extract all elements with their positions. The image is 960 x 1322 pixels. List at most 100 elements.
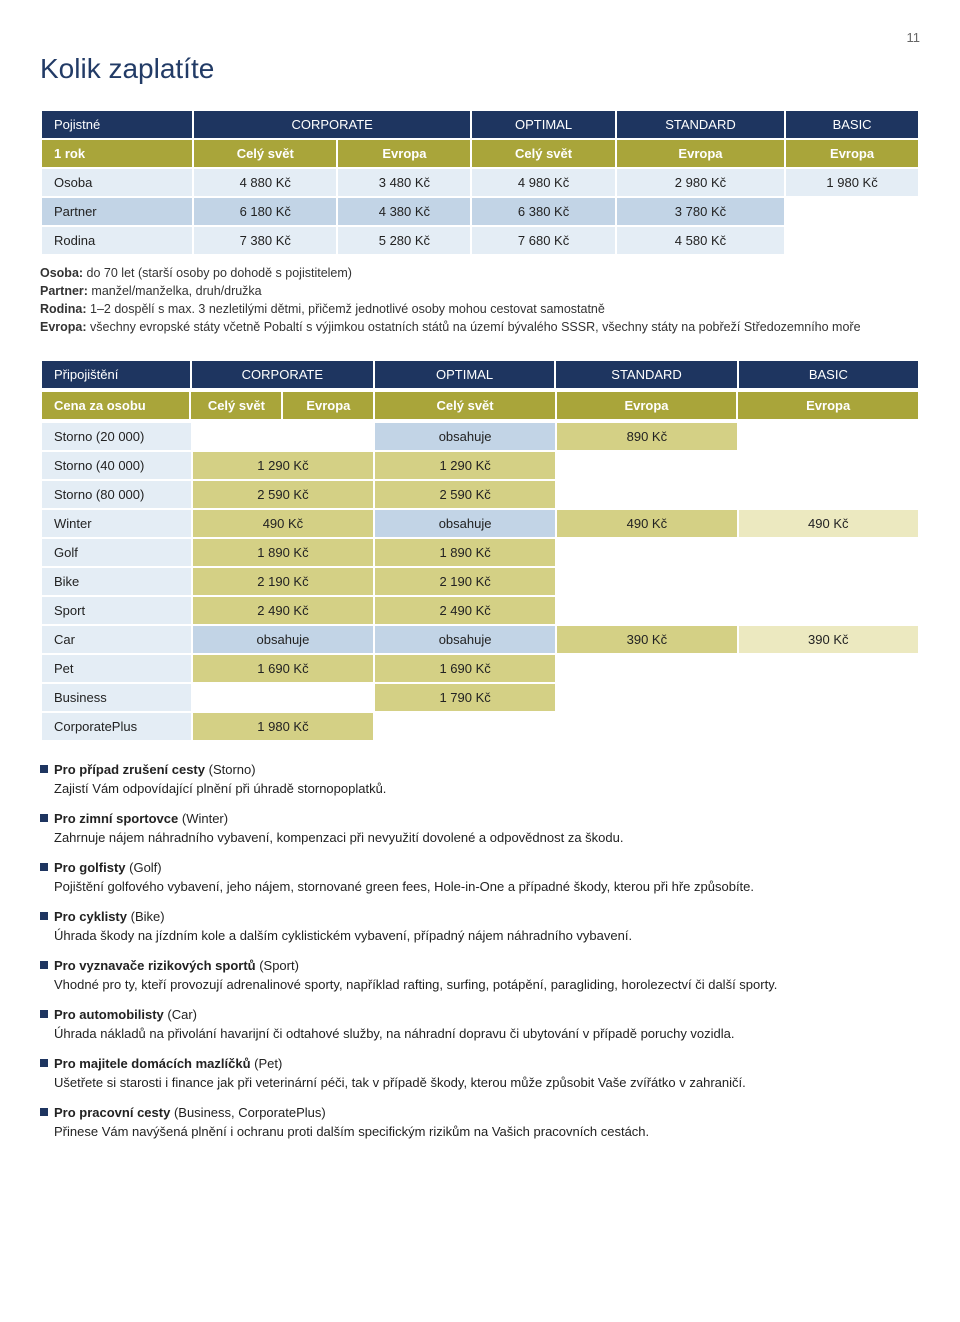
t2-cell xyxy=(557,684,736,711)
t2-cell xyxy=(193,684,373,711)
t2-cell: obsahuje xyxy=(375,510,555,537)
bullet-item: Pro automobilisty (Car)Úhrada nákladů na… xyxy=(40,1005,920,1044)
t1-h1-3: STANDARD xyxy=(617,111,784,138)
t2-cell xyxy=(739,597,918,624)
t2-cell xyxy=(557,597,736,624)
t2-cell: 2 190 Kč xyxy=(193,568,373,595)
bullet-title: Pro vyznavače rizikových sportů xyxy=(54,958,259,973)
bullet-item: Pro případ zrušení cesty (Storno)Zajistí… xyxy=(40,760,920,799)
t2-cell xyxy=(193,423,373,450)
t2-cell: 1 890 Kč xyxy=(193,539,373,566)
t2-cell: obsahuje xyxy=(375,626,555,653)
bullet-desc: Zajistí Vám odpovídající plnění při úhra… xyxy=(54,779,920,799)
t2-cell xyxy=(375,713,555,740)
pricing-table-2: Připojištění CORPORATE OPTIMAL STANDARD … xyxy=(40,359,920,390)
bullet-desc: Úhrada nákladů na přivolání havarijní či… xyxy=(54,1024,920,1044)
t2-h2-4: Evropa xyxy=(557,392,737,419)
t2-cell xyxy=(557,481,736,508)
t2-cell xyxy=(557,655,736,682)
note-1-b: Partner: xyxy=(40,284,88,298)
t2-row-label: Pet xyxy=(42,655,191,682)
t2-cell: 1 890 Kč xyxy=(375,539,555,566)
t2-row-label: Business xyxy=(42,684,191,711)
note-2-t: 1–2 dospělí s max. 3 nezletilými dětmi, … xyxy=(87,302,605,316)
t2-row-label: Winter xyxy=(42,510,191,537)
bullet-desc: Úhrada škody na jízdním kole a dalším cy… xyxy=(54,926,920,946)
notes-block: Osoba: do 70 let (starší osoby po dohodě… xyxy=(40,264,920,337)
t2-h2-0: Cena za osobu xyxy=(42,392,189,419)
t2-cell xyxy=(739,423,918,450)
t2-row-label: Golf xyxy=(42,539,191,566)
bullet-list: Pro případ zrušení cesty (Storno)Zajistí… xyxy=(40,760,920,1142)
t1-h1-2: OPTIMAL xyxy=(472,111,614,138)
t2-cell xyxy=(739,713,918,740)
t2-cell: 1 690 Kč xyxy=(375,655,555,682)
bullet-item: Pro golfisty (Golf)Pojištění golfového v… xyxy=(40,858,920,897)
bullet-square-icon xyxy=(40,814,48,822)
t2-cell: 2 490 Kč xyxy=(193,597,373,624)
t1-h2-4: Evropa xyxy=(617,140,784,167)
t2-row-label: Car xyxy=(42,626,191,653)
t2-h2-3: Celý svět xyxy=(375,392,554,419)
t2-cell xyxy=(739,452,918,479)
t1-r1-c2: 6 380 Kč xyxy=(472,198,614,225)
t1-r1-c0: 6 180 Kč xyxy=(194,198,336,225)
bullet-title: Pro cyklisty xyxy=(54,909,131,924)
bullet-title: Pro pracovní cesty xyxy=(54,1105,174,1120)
bullet-item: Pro cyklisty (Bike)Úhrada škody na jízdn… xyxy=(40,907,920,946)
bullet-square-icon xyxy=(40,912,48,920)
t1-r0-c1: 3 480 Kč xyxy=(338,169,470,196)
t2-cell xyxy=(739,539,918,566)
t1-r0-c4: 1 980 Kč xyxy=(786,169,918,196)
pricing-table-2b: Cena za osobu Celý svět Evropa Celý svět… xyxy=(40,390,920,421)
bullet-paren: (Storno) xyxy=(209,762,256,777)
t2-cell: 2 190 Kč xyxy=(375,568,555,595)
t1-h1-0: Pojistné xyxy=(42,111,192,138)
t2-cell: 2 490 Kč xyxy=(375,597,555,624)
t2-cell xyxy=(739,684,918,711)
t1-r1-c3: 3 780 Kč xyxy=(617,198,784,225)
t1-r1-c1: 4 380 Kč xyxy=(338,198,470,225)
note-3-b: Evropa: xyxy=(40,320,87,334)
bullet-paren: (Winter) xyxy=(182,811,228,826)
bullet-item: Pro zimní sportovce (Winter)Zahrnuje náj… xyxy=(40,809,920,848)
pricing-table-1: Pojistné CORPORATE OPTIMAL STANDARD BASI… xyxy=(40,109,920,256)
t1-h2-1: Celý svět xyxy=(194,140,336,167)
t1-r2-c2: 7 680 Kč xyxy=(472,227,614,254)
t2-cell: 1 690 Kč xyxy=(193,655,373,682)
t2-row-label: Storno (40 000) xyxy=(42,452,191,479)
bullet-desc: Vhodné pro ty, kteří provozují adrenalin… xyxy=(54,975,920,995)
bullet-square-icon xyxy=(40,1059,48,1067)
t2-h1-0: Připojištění xyxy=(42,361,190,388)
t2-cell: 1 980 Kč xyxy=(193,713,373,740)
t1-r2-c1: 5 280 Kč xyxy=(338,227,470,254)
bullet-title: Pro golfisty xyxy=(54,860,129,875)
bullet-paren: (Golf) xyxy=(129,860,162,875)
t2-cell: 490 Kč xyxy=(193,510,373,537)
t1-r0-c2: 4 980 Kč xyxy=(472,169,614,196)
t1-r1-c4 xyxy=(786,198,918,225)
t2-cell xyxy=(557,539,736,566)
t2-cell xyxy=(739,481,918,508)
bullet-square-icon xyxy=(40,863,48,871)
t2-cell xyxy=(557,568,736,595)
note-0-b: Osoba: xyxy=(40,266,83,280)
t1-r0-c3: 2 980 Kč xyxy=(617,169,784,196)
t1-r0-label: Osoba xyxy=(42,169,192,196)
t2-row-label: Storno (80 000) xyxy=(42,481,191,508)
bullet-square-icon xyxy=(40,765,48,773)
t2-row-label: Bike xyxy=(42,568,191,595)
t1-h2-5: Evropa xyxy=(786,140,918,167)
bullet-paren: (Car) xyxy=(167,1007,197,1022)
t2-cell: 890 Kč xyxy=(557,423,736,450)
bullet-item: Pro vyznavače rizikových sportů (Sport)V… xyxy=(40,956,920,995)
bullet-square-icon xyxy=(40,1010,48,1018)
t2-cell: 490 Kč xyxy=(557,510,736,537)
t2-cell: 2 590 Kč xyxy=(375,481,555,508)
note-2-b: Rodina: xyxy=(40,302,87,316)
t1-r1-label: Partner xyxy=(42,198,192,225)
bullet-desc: Ušetřete si starosti i finance jak při v… xyxy=(54,1073,920,1093)
t1-h1-4: BASIC xyxy=(786,111,918,138)
t2-cell: 390 Kč xyxy=(739,626,918,653)
bullet-paren: (Pet) xyxy=(254,1056,282,1071)
